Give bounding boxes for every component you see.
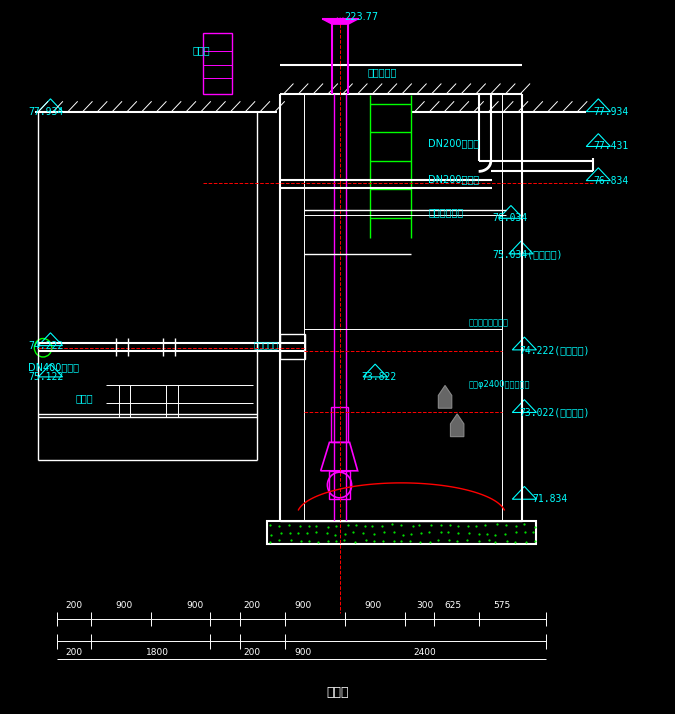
Text: 2400: 2400	[414, 648, 436, 657]
Text: 74.222(启泵水位): 74.222(启泵水位)	[519, 345, 589, 355]
Text: 73.822: 73.822	[361, 372, 396, 382]
Text: 内置管道固定支架: 内置管道固定支架	[468, 318, 508, 327]
Text: DN400进水管: DN400进水管	[28, 362, 79, 372]
Text: 900: 900	[116, 601, 133, 610]
Bar	[267, 521, 536, 544]
Text: 625: 625	[445, 601, 462, 610]
Text: 200: 200	[244, 648, 261, 657]
Text: 73.022(停泵水位): 73.022(停泵水位)	[519, 408, 589, 418]
Bar	[203, 34, 232, 94]
Text: 900: 900	[364, 601, 382, 610]
Text: 1800: 1800	[146, 648, 169, 657]
Text: 71.834: 71.834	[533, 494, 568, 504]
Text: 200: 200	[244, 601, 261, 610]
Text: 900: 900	[294, 601, 311, 610]
Text: 74.222: 74.222	[28, 341, 63, 351]
Text: 900: 900	[294, 648, 311, 657]
Polygon shape	[438, 386, 452, 408]
Text: 76.834: 76.834	[593, 176, 628, 186]
Text: 76.034: 76.034	[492, 213, 527, 223]
Text: DN200出水管: DN200出水管	[428, 174, 479, 184]
Polygon shape	[323, 19, 358, 24]
Text: 575: 575	[493, 601, 511, 610]
Text: 77.934: 77.934	[593, 106, 628, 116]
Text: 300: 300	[416, 601, 433, 610]
Text: 77.431: 77.431	[593, 141, 628, 151]
Text: 密封式顶盖: 密封式顶盖	[368, 68, 397, 78]
Text: 内径φ2400玻璃钢井筒: 内径φ2400玻璃钢井筒	[468, 380, 530, 388]
Text: 900: 900	[186, 601, 204, 610]
Text: 77.934: 77.934	[28, 106, 63, 116]
Text: 耦合性装置: 耦合性装置	[254, 341, 279, 350]
Text: DN200排气管: DN200排气管	[428, 139, 479, 149]
Bar	[280, 333, 305, 359]
Text: 223.77: 223.77	[344, 12, 379, 22]
Bar	[331, 407, 348, 443]
Text: 碎支架: 碎支架	[76, 393, 93, 403]
Text: 75.034(检修平台): 75.034(检修平台)	[492, 249, 562, 259]
Polygon shape	[450, 414, 464, 437]
Text: 管道固定支架: 管道固定支架	[428, 208, 464, 218]
Text: 200: 200	[65, 648, 82, 657]
Text: 200: 200	[65, 601, 82, 610]
Bar	[329, 471, 350, 499]
Text: 一合图: 一合图	[326, 686, 349, 699]
Text: 配电箱: 配电箱	[193, 45, 211, 55]
Text: 75.122: 75.122	[28, 372, 63, 382]
